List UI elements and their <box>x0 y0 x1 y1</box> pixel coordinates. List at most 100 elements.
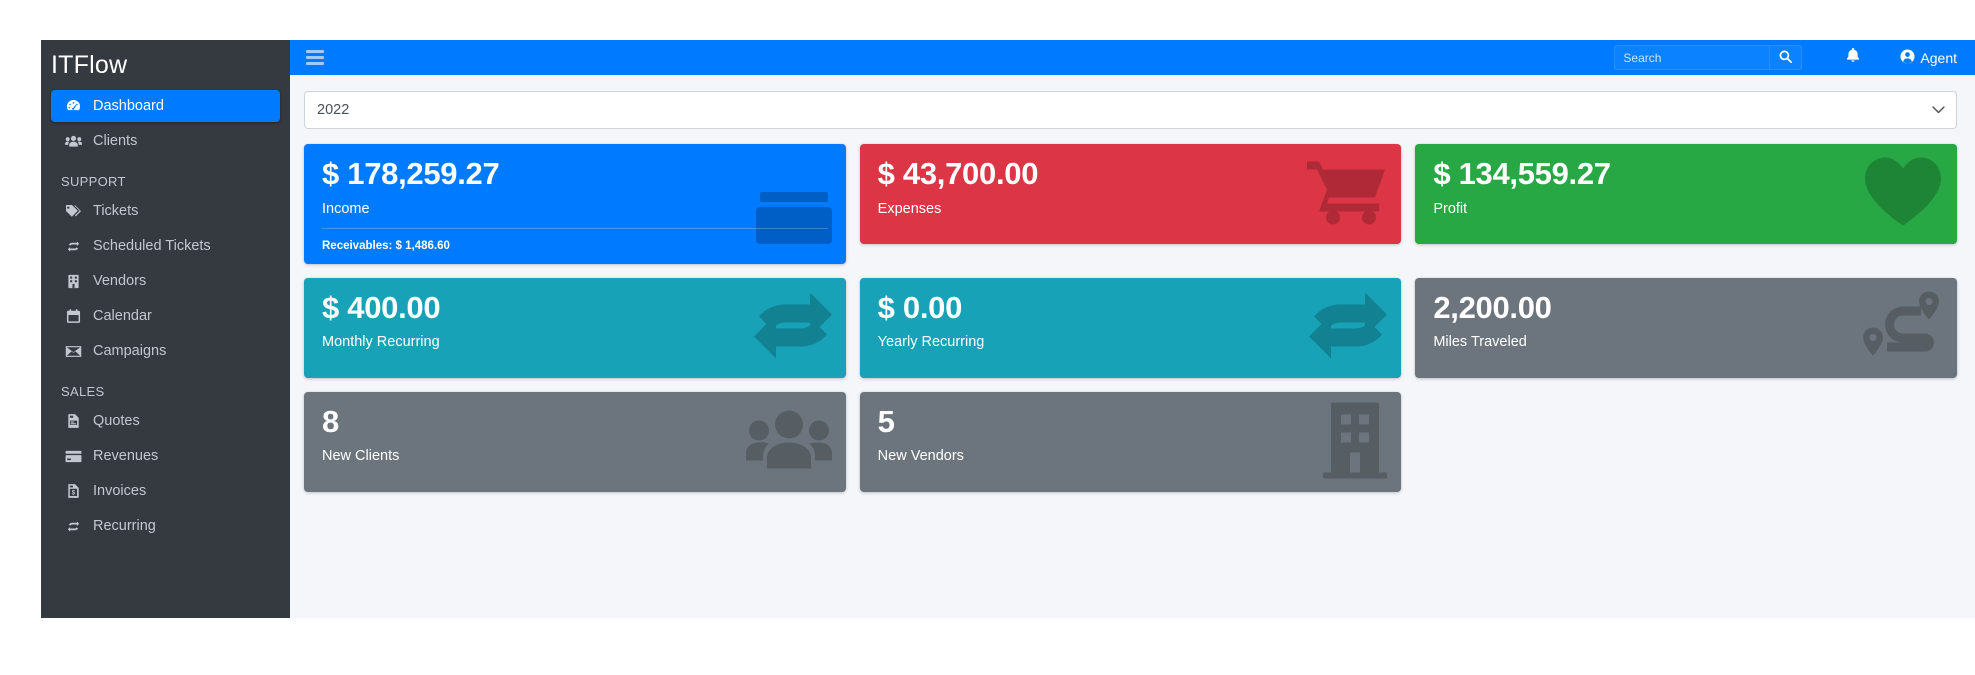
sidebar: ITFlow Dashboard <box>41 40 290 618</box>
user-circle-icon <box>1900 48 1915 67</box>
recycle-icon <box>61 239 85 254</box>
stat-card-yearly-recurring[interactable]: $ 0.00 Yearly Recurring <box>859 277 1402 378</box>
sidebar-nav: Dashboard Clients SUPPORT <box>41 82 290 542</box>
building-icon <box>1323 400 1388 483</box>
users-icon <box>745 408 832 475</box>
sidebar-item-label: Dashboard <box>93 98 164 114</box>
tag-icon <box>61 204 85 219</box>
sidebar-item-vendors[interactable]: Vendors <box>51 265 280 297</box>
credit-card-icon <box>61 450 85 463</box>
sidebar-item-invoices[interactable]: $ Invoices <box>51 475 280 507</box>
sidebar-section-support: SUPPORT <box>61 174 126 189</box>
stat-value: 8 <box>322 403 339 439</box>
stat-value: $ 0.00 <box>877 289 963 325</box>
stat-value: $ 134,559.27 <box>1433 156 1611 191</box>
stat-col-monthly-recurring: $ 400.00 Monthly Recurring <box>304 277 846 378</box>
sidebar-item-label: Tickets <box>93 203 139 219</box>
top-navbar: Agent <box>290 40 1975 75</box>
stat-label: New Clients <box>322 448 400 465</box>
hamburger-icon[interactable] <box>304 48 326 68</box>
stat-card-monthly-recurring[interactable]: $ 400.00 Monthly Recurring <box>304 277 846 378</box>
file-invoice-icon <box>61 413 85 429</box>
stat-value: 5 <box>877 403 895 439</box>
stat-col-miles-traveled: 2,200.00 Miles Traveled <box>1415 277 1958 378</box>
stat-value: 2,200.00 <box>1433 289 1552 325</box>
route-icon <box>1859 289 1943 366</box>
sidebar-item-label: Clients <box>93 133 138 149</box>
stat-value: $ 43,700.00 <box>877 156 1039 191</box>
stat-col-income: $ 178,259.27 Income Receivables: $ 1,486… <box>304 144 846 264</box>
stat-sub-label: Receivables: $ 1,486.60 <box>322 227 828 252</box>
sidebar-section-sales: SALES <box>61 384 105 399</box>
stat-card-new-clients[interactable]: 8 New Clients <box>304 391 846 492</box>
year-filter: 2022 <box>304 91 1957 129</box>
stat-col-expenses: $ 43,700.00 Expenses <box>859 144 1402 264</box>
year-select[interactable]: 2022 <box>304 91 1957 129</box>
stats-row-1: $ 178,259.27 Income Receivables: $ 1,486… <box>304 144 1958 264</box>
stat-label: Profit <box>1433 200 1468 217</box>
stat-col-new-vendors: 5 New Vendors <box>859 391 1402 492</box>
notifications-button[interactable] <box>1840 45 1866 71</box>
main-area: Agent 2022 $ 178, <box>290 40 1975 618</box>
stat-col-new-clients: 8 New Clients <box>304 391 846 492</box>
stat-card-profit[interactable]: $ 134,559.27 Profit <box>1415 144 1958 244</box>
recycle-icon <box>753 288 832 367</box>
dashboard-icon <box>61 99 85 114</box>
brand-logo[interactable]: ITFlow <box>41 40 290 82</box>
search-button[interactable] <box>1769 46 1801 69</box>
sidebar-item-clients[interactable]: Clients <box>51 125 280 157</box>
sidebar-item-label: Quotes <box>93 413 140 429</box>
sidebar-item-quotes[interactable]: Quotes <box>51 405 280 437</box>
stat-label: Income <box>322 200 370 217</box>
search-icon <box>1779 50 1793 66</box>
shopping-cart-icon <box>1305 158 1387 231</box>
stat-card-income[interactable]: $ 178,259.27 Income Receivables: $ 1,486… <box>304 144 846 264</box>
file-dollar-icon: $ <box>61 483 85 499</box>
brand-name: ITFlow <box>51 50 128 79</box>
sidebar-item-campaigns[interactable]: Campaigns <box>51 335 280 367</box>
sidebar-item-scheduled-tickets[interactable]: Scheduled Tickets <box>51 230 280 262</box>
search-box[interactable] <box>1614 45 1803 70</box>
stat-col-empty <box>1415 392 1957 492</box>
credit-card-icon <box>755 190 832 251</box>
stat-value: $ 178,259.27 <box>322 156 500 191</box>
stat-value: $ 400.00 <box>322 289 441 325</box>
stat-label: New Vendors <box>877 448 964 465</box>
stat-label: Monthly Recurring <box>322 334 440 351</box>
sidebar-item-tickets[interactable]: Tickets <box>51 195 280 227</box>
dashboard-content: 2022 $ 178,259.27 Income Receivables: $ … <box>290 75 1975 618</box>
sidebar-item-dashboard[interactable]: Dashboard <box>51 90 280 122</box>
heart-icon <box>1863 156 1943 233</box>
topbar-right-group: Agent <box>1614 45 1975 71</box>
sidebar-item-label: Revenues <box>93 448 159 464</box>
recycle-icon <box>1309 288 1388 367</box>
user-menu[interactable]: Agent <box>1900 48 1957 67</box>
app-root: ITFlow Dashboard <box>41 40 1975 618</box>
recycle-icon <box>61 519 85 534</box>
stat-col-profit: $ 134,559.27 Profit <box>1415 144 1958 264</box>
user-menu-label: Agent <box>1920 49 1957 66</box>
clients-icon <box>61 135 85 148</box>
sidebar-item-label: Invoices <box>93 483 147 499</box>
stat-label: Miles Traveled <box>1433 334 1527 351</box>
envelope-icon <box>61 345 85 358</box>
search-input[interactable] <box>1615 46 1770 69</box>
sidebar-item-label: Calendar <box>93 308 152 324</box>
sidebar-item-calendar[interactable]: Calendar <box>51 300 280 332</box>
svg-text:$: $ <box>71 490 75 496</box>
stat-label: Yearly Recurring <box>877 334 985 351</box>
stats-row-2: $ 400.00 Monthly Recurring $ 0.00 <box>304 277 1958 378</box>
sidebar-item-label: Vendors <box>93 273 147 289</box>
stat-card-new-vendors[interactable]: 5 New Vendors <box>859 391 1402 492</box>
stat-card-expenses[interactable]: $ 43,700.00 Expenses <box>859 144 1402 244</box>
building-icon <box>61 274 85 289</box>
sidebar-item-recurring[interactable]: Recurring <box>51 510 280 542</box>
sidebar-item-label: Campaigns <box>93 343 167 359</box>
sidebar-item-revenues[interactable]: Revenues <box>51 440 280 472</box>
bell-icon <box>1846 47 1860 68</box>
stat-card-miles-traveled[interactable]: 2,200.00 Miles Traveled <box>1415 277 1958 378</box>
sidebar-item-label: Recurring <box>93 518 156 534</box>
stat-col-yearly-recurring: $ 0.00 Yearly Recurring <box>859 277 1402 378</box>
stats-row-3: 8 New Clients <box>304 391 1957 492</box>
calendar-icon <box>61 308 85 324</box>
